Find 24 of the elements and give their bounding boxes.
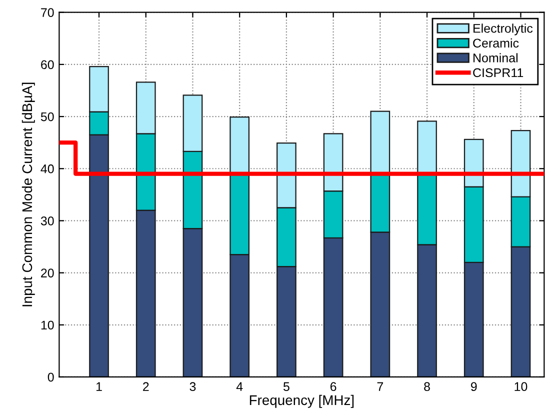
y-tick-label: 60	[41, 60, 54, 70]
x-tick-label: 5	[283, 382, 290, 392]
y-tick-label: 10	[41, 320, 54, 330]
x-tick-label: 7	[377, 382, 384, 391]
x-tick-label: 8	[424, 382, 430, 392]
y-axis-title: Input Common Mode Current [dBµA]	[22, 82, 35, 306]
y-tick-label: 30	[40, 216, 54, 226]
legend-label: Ceramic	[473, 38, 519, 48]
x-tick-label: 2	[143, 382, 149, 391]
x-tick-label: 6	[330, 382, 336, 392]
y-tick-label: 20	[41, 268, 54, 278]
x-tick-label: 9	[470, 382, 477, 392]
legend-label: Nominal	[474, 53, 518, 62]
y-tick-label: 50	[40, 112, 54, 122]
x-tick-label: 10	[514, 382, 528, 392]
y-tick-label: 70	[41, 8, 54, 18]
x-tick-label: 1	[96, 382, 102, 391]
y-tick-label: 40	[40, 164, 54, 174]
legend-label: Electrolytic	[474, 24, 533, 36]
legend-label: CISPR11	[473, 68, 524, 78]
x-axis-title: Frequency [MHz]	[250, 394, 354, 408]
x-tick-label: 4	[236, 382, 243, 391]
y-tick-label: 0	[48, 372, 54, 382]
x-tick-label: 3	[190, 382, 196, 392]
